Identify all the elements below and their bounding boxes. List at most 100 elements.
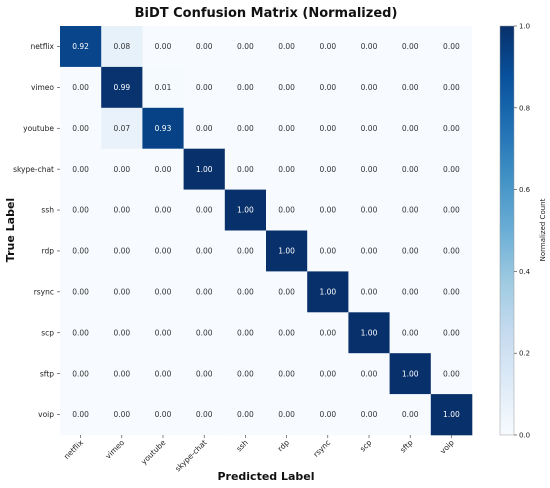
colorbar-tick-label: 0.0 [519, 432, 530, 440]
heatmap-cell [389, 189, 432, 231]
cell-value-label: 0.00 [72, 124, 89, 133]
y-tick-label: voip [38, 410, 54, 419]
heatmap-cell [142, 394, 184, 436]
y-tick-label: sftp [40, 369, 54, 378]
cell-value-label: 0.00 [155, 369, 172, 378]
heatmap-cell [101, 189, 143, 231]
cell-value-label: 0.00 [196, 42, 213, 51]
cell-value-label: 0.00 [72, 410, 89, 419]
x-tick-label: youtube [139, 438, 167, 466]
heatmap-cell [101, 271, 143, 313]
y-tick-label: vimeo [31, 83, 54, 92]
cell-value-label: 0.92 [72, 42, 89, 51]
heatmap-cell [60, 107, 102, 149]
heatmap-cell [183, 148, 226, 190]
cell-value-label: 0.00 [278, 287, 295, 296]
heatmap-cell [389, 107, 432, 149]
heatmap-cell [430, 26, 473, 68]
x-tick-label: rsync [311, 438, 332, 459]
colorbar-label: Normalized Count [539, 198, 547, 261]
colorbar [499, 25, 515, 436]
heatmap-cell [60, 148, 102, 190]
heatmap-cell [430, 394, 473, 436]
cell-value-label: 0.00 [402, 287, 419, 296]
cell-value-label: 0.00 [278, 369, 295, 378]
cell-value-label: 0.00 [113, 328, 130, 337]
heatmap-cell [142, 189, 184, 231]
cell-value-label: 0.00 [443, 165, 460, 174]
cell-value-label: 0.00 [443, 42, 460, 51]
cell-value-label: 1.00 [237, 206, 254, 215]
cell-value-label: 0.00 [196, 206, 213, 215]
heatmap-cell [224, 107, 267, 149]
heatmap-cell [224, 189, 267, 231]
cell-value-label: 0.00 [319, 410, 336, 419]
heatmap-cell [307, 26, 349, 68]
heatmap-cell [60, 66, 102, 109]
cell-value-label: 0.00 [443, 124, 460, 133]
cell-value-label: 0.00 [361, 410, 378, 419]
cell-value-label: 0.00 [319, 42, 336, 51]
heatmap-cell [142, 312, 184, 354]
cell-value-label: 0.00 [361, 247, 378, 256]
cell-value-label: 1.00 [361, 328, 378, 337]
cell-value-label: 0.00 [278, 165, 295, 174]
heatmap-cell [266, 353, 308, 395]
heatmap-cell [101, 66, 143, 109]
heatmap-cell [266, 271, 308, 313]
cell-value-label: 0.00 [443, 206, 460, 215]
cell-value-label: 0.00 [319, 206, 336, 215]
cell-value-label: 0.00 [196, 83, 213, 92]
cell-value-label: 0.00 [155, 410, 172, 419]
cell-value-label: 0.00 [72, 328, 89, 337]
heatmap-cell [389, 26, 432, 68]
heatmap-cell [389, 230, 432, 272]
heatmap-cell [307, 230, 349, 272]
heatmap-cell [307, 107, 349, 149]
heatmap-cell [389, 271, 432, 313]
cell-value-label: 0.00 [443, 83, 460, 92]
heatmap-cell [224, 312, 267, 354]
heatmap-cell [101, 148, 143, 190]
cell-value-label: 1.00 [319, 287, 336, 296]
heatmap-cell [101, 230, 143, 272]
heatmap-cell [348, 148, 390, 190]
heatmap-cell [142, 26, 184, 68]
cell-value-label: 0.00 [155, 42, 172, 51]
y-tick-label: rdp [42, 247, 55, 256]
heatmap-cell [224, 26, 267, 68]
heatmap-cell [101, 353, 143, 395]
cell-value-label: 0.00 [443, 287, 460, 296]
cell-value-label: 0.01 [155, 83, 172, 92]
heatmap-cell [389, 312, 432, 354]
cell-value-label: 0.00 [72, 83, 89, 92]
cell-value-label: 0.00 [402, 165, 419, 174]
heatmap-cell [348, 107, 390, 149]
heatmap-cell [307, 189, 349, 231]
cell-value-label: 0.00 [113, 410, 130, 419]
cell-value-label: 0.00 [237, 165, 254, 174]
heatmap-cell [224, 230, 267, 272]
heatmap-cell [183, 230, 226, 272]
cell-value-label: 0.00 [278, 124, 295, 133]
cell-value-label: 0.00 [237, 124, 254, 133]
x-tick-label: ssh [235, 438, 250, 453]
cell-value-label: 0.00 [113, 247, 130, 256]
colorbar-ticks: 0.0 0.2 0.4 0.6 0.8 1.0 [514, 23, 531, 440]
heatmap-cell [389, 66, 432, 109]
cell-value-label: 0.00 [278, 410, 295, 419]
heatmap-cell [101, 394, 143, 436]
heatmap-cell [224, 394, 267, 436]
heatmap-cell [389, 148, 432, 190]
x-tick-label: rdp [276, 438, 291, 453]
heatmap-cell [101, 26, 143, 68]
cell-value-label: 0.00 [361, 83, 378, 92]
cell-value-label: 0.00 [113, 206, 130, 215]
heatmap-cell [430, 66, 473, 109]
colorbar-tick-label: 0.6 [519, 186, 531, 194]
cell-value-label: 0.00 [319, 369, 336, 378]
x-tick-label: scp [358, 438, 374, 454]
heatmap-cell [142, 148, 184, 190]
cell-value-label: 0.00 [196, 247, 213, 256]
cell-value-label: 0.00 [278, 328, 295, 337]
